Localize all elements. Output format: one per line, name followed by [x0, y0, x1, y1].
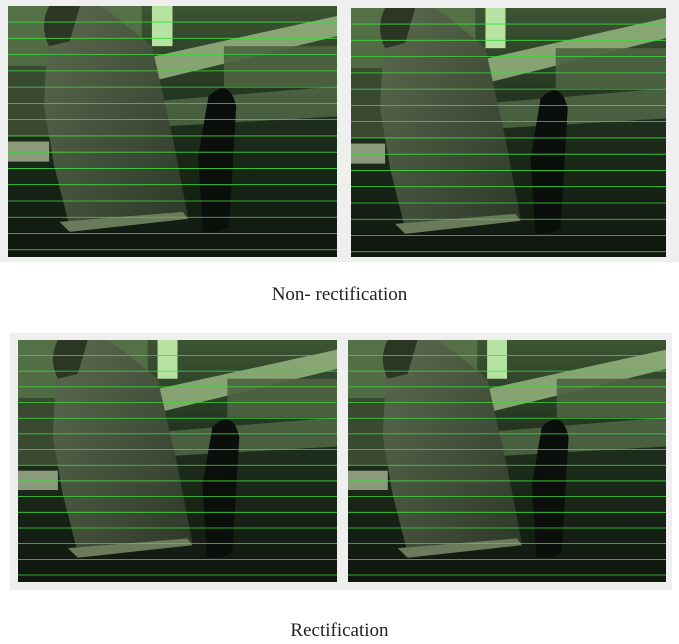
left-image [18, 340, 337, 582]
caption: Rectification [0, 620, 679, 642]
image-frame [0, 0, 679, 262]
page: Non- rectification Rectification (() => … [0, 0, 679, 644]
image-frame [10, 333, 672, 590]
caption: Non- rectification [0, 284, 679, 306]
left-image [8, 6, 337, 257]
right-image [348, 340, 666, 582]
right-image [351, 6, 672, 257]
